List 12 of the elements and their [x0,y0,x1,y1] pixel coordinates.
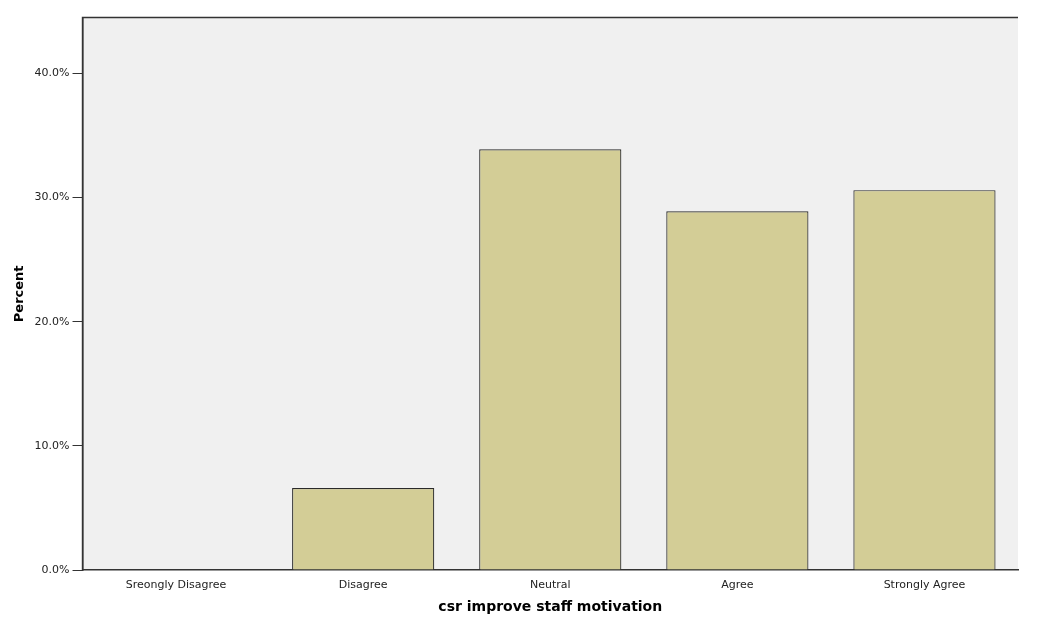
y-tick-label: 40.0% [34,66,70,80]
y-tick-label: 20.0% [34,314,70,328]
x-axis-title: csr improve staff motivation [438,598,663,615]
x-tick-label: Agree [721,578,754,592]
y-axis-title: Percent [11,265,27,323]
x-tick-label: Sreongly Disagree [125,578,227,592]
y-tick-label: 30.0% [34,190,70,204]
x-tick-label: Disagree [338,578,388,592]
x-tick-label: Strongly Agree [883,578,966,592]
x-tick-label: Neutral [529,578,571,592]
y-tick-label: 10.0% [34,438,70,452]
y-tick-label: 0.0% [41,562,70,576]
